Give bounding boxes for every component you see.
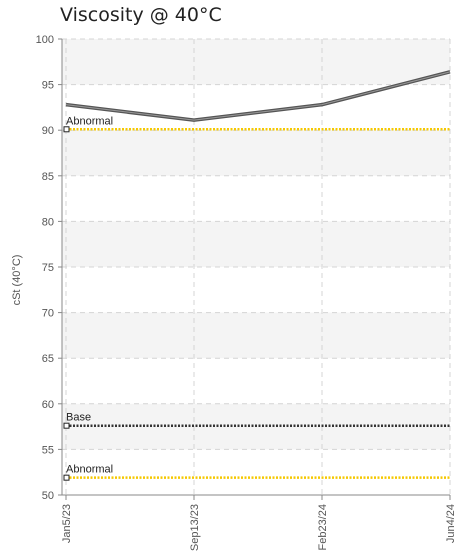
reference-label: Base xyxy=(66,412,91,424)
reference-marker xyxy=(63,422,70,429)
y-tick-label: 75 xyxy=(42,262,54,274)
reference-lines: Abnormal Base Abnormal xyxy=(63,115,450,481)
series-highlight xyxy=(65,71,451,121)
x-tick-label: Feb23/24 xyxy=(317,504,329,550)
y-tick-label: 95 xyxy=(42,80,54,92)
y-tick-label: 70 xyxy=(42,308,54,320)
reference-label: Abnormal xyxy=(66,464,113,476)
plot-band xyxy=(62,312,450,359)
plot-band xyxy=(62,39,450,85)
y-tick-label: 60 xyxy=(42,399,54,411)
y-tick-label: 100 xyxy=(36,34,54,46)
x-tick-label: Sep13/23 xyxy=(189,504,201,551)
y-tick-label: 80 xyxy=(42,216,54,228)
reference-marker xyxy=(63,474,70,481)
plot-bands xyxy=(62,39,450,450)
reference-label: Abnormal xyxy=(66,115,113,127)
y-tick-label: 85 xyxy=(42,171,54,183)
series-lines xyxy=(65,70,451,122)
y-tick-label: 90 xyxy=(42,125,54,137)
tick-labels: 50 55 60 65 70 75 80 85 90 95 100 Jan5/23 Sep13/23 Fe… xyxy=(36,34,454,551)
x-tick-label: Jun4/24 xyxy=(445,504,454,543)
reference-marker xyxy=(63,126,70,133)
plot-band xyxy=(62,130,450,176)
y-tick-label: 65 xyxy=(42,353,54,365)
y-tick-label: 55 xyxy=(42,444,54,456)
x-tick-label: Jan5/23 xyxy=(61,504,73,543)
y-axis-label: cSt (40°C) xyxy=(11,255,23,306)
grid-lines xyxy=(62,38,451,496)
chart-title: Viscosity @ 40°C xyxy=(60,4,222,26)
y-tick-label: 50 xyxy=(42,490,54,502)
axes xyxy=(58,38,451,500)
plot-band xyxy=(62,221,450,267)
